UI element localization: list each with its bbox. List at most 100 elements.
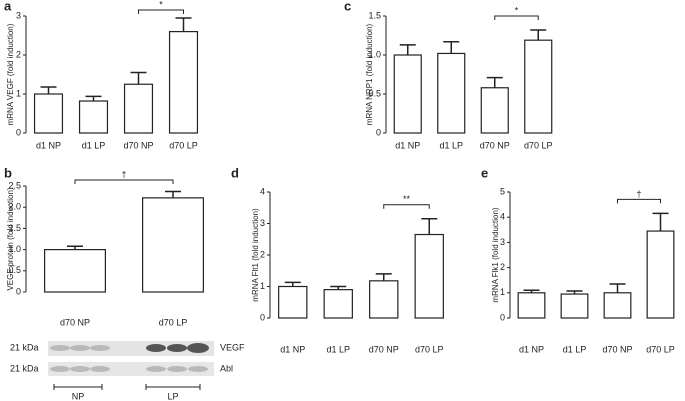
x-tick-label: d70 NP	[123, 140, 153, 150]
significance-label: †	[636, 189, 641, 199]
group-bracket	[53, 384, 201, 390]
bar	[393, 54, 422, 134]
x-tick-label: d1 NP	[519, 344, 544, 354]
bar	[123, 83, 154, 134]
y-axis-label: mRNA Flk1 (fold induction)	[491, 207, 500, 302]
error-bar	[330, 285, 347, 290]
x-tick-label: d70 LP	[646, 344, 675, 354]
western-blot: 21 kDa 21 kDa VEGF Abl NP LP	[10, 341, 245, 401]
error-bar	[421, 218, 438, 235]
significance-label: **	[403, 194, 411, 204]
bar	[524, 39, 553, 134]
y-axis-label: VEGF protein (fold induction)	[6, 187, 15, 290]
x-tick-label: d1 LP	[82, 140, 106, 150]
bar	[323, 289, 353, 319]
x-tick-label: d1 LP	[563, 344, 587, 354]
error-bar	[530, 29, 547, 41]
x-tick-label: d70 NP	[602, 344, 632, 354]
y-tick-label: 0	[500, 312, 505, 322]
bar	[278, 285, 308, 319]
bar	[369, 280, 399, 319]
blot-bands-strong	[146, 343, 209, 353]
y-tick-label: 0.5	[368, 88, 381, 98]
significance-bracket	[383, 204, 430, 209]
y-tick-label: 2.5	[8, 180, 21, 190]
error-bar	[40, 86, 57, 94]
significance-bracket	[74, 179, 174, 184]
error-bar	[175, 17, 192, 32]
band-label: VEGF	[220, 342, 245, 352]
bar	[33, 93, 64, 134]
y-tick-label: 2.0	[8, 202, 21, 212]
x-tick-label: d70 LP	[159, 317, 188, 327]
y-tick-label: 1.5	[368, 10, 381, 20]
x-tick-label: d1 LP	[439, 140, 463, 150]
significance-bracket	[617, 198, 661, 204]
error-bar	[443, 40, 460, 54]
size-label: 21 kDa	[10, 363, 39, 373]
size-label: 21 kDa	[10, 342, 39, 352]
significance-bracket	[494, 15, 539, 21]
error-bar	[486, 76, 503, 88]
error-bar	[284, 281, 301, 287]
error-bar	[130, 71, 147, 85]
y-axis-label: mRNA VEGF (fold induction)	[6, 23, 15, 125]
bar	[44, 249, 106, 293]
bar	[560, 293, 589, 319]
y-tick-label: 1.5	[8, 223, 21, 233]
band-label: Abl	[220, 363, 233, 373]
error-bar	[399, 44, 416, 55]
y-tick-label: 1	[260, 281, 265, 291]
y-tick-label: 2	[500, 262, 505, 272]
error-bar	[67, 245, 83, 250]
x-tick-label: d70 NP	[369, 344, 399, 354]
x-tick-label: d70 LP	[524, 140, 553, 150]
y-tick-label: 1	[16, 88, 21, 98]
y-axis-label: mRNA NRP1 (fold induction)	[365, 23, 374, 125]
group-label: LP	[167, 391, 178, 401]
y-tick-label: 4	[500, 212, 505, 222]
y-tick-label: 1.0	[368, 49, 381, 59]
x-tick-label: d70 NP	[60, 317, 90, 327]
y-tick-label: 0.5	[8, 265, 21, 275]
y-tick-label: 0	[16, 286, 21, 296]
x-tick-label: d1 LP	[326, 344, 350, 354]
x-tick-label: d70 LP	[169, 140, 198, 150]
error-bar	[165, 190, 181, 198]
x-tick-label: d1 NP	[280, 344, 305, 354]
y-tick-label: 2	[260, 249, 265, 259]
error-bar	[609, 283, 626, 293]
bar	[78, 100, 109, 134]
x-tick-label: d1 NP	[36, 140, 61, 150]
y-axis-label: mRNA Flt1 (fold induction)	[251, 208, 260, 302]
bar	[437, 52, 466, 134]
group-label: NP	[72, 391, 85, 401]
panel-label: b	[4, 165, 12, 180]
y-tick-label: 1.0	[8, 244, 21, 254]
bar	[414, 233, 444, 319]
panel-label: d	[231, 165, 239, 180]
error-bar	[652, 212, 669, 232]
significance-label: †	[121, 169, 126, 179]
y-tick-label: 3	[260, 218, 265, 228]
y-tick-label: 2	[16, 49, 21, 59]
panel-label: e	[481, 165, 488, 180]
error-bar	[85, 95, 102, 102]
significance-bracket	[138, 9, 184, 14]
y-tick-label: 0	[260, 312, 265, 322]
bar	[517, 292, 546, 319]
significance-label: *	[515, 5, 519, 15]
significance-label: *	[159, 0, 163, 9]
error-bar	[523, 289, 540, 293]
x-tick-label: d70 NP	[480, 140, 510, 150]
bar	[646, 230, 675, 319]
bar	[480, 87, 509, 134]
blot-bands	[50, 345, 208, 372]
panel-label: a	[4, 0, 12, 13]
error-bar	[375, 273, 392, 281]
bar	[168, 31, 199, 134]
bar	[603, 292, 632, 319]
x-tick-label: d70 LP	[415, 344, 444, 354]
y-tick-label: 0	[16, 127, 21, 137]
